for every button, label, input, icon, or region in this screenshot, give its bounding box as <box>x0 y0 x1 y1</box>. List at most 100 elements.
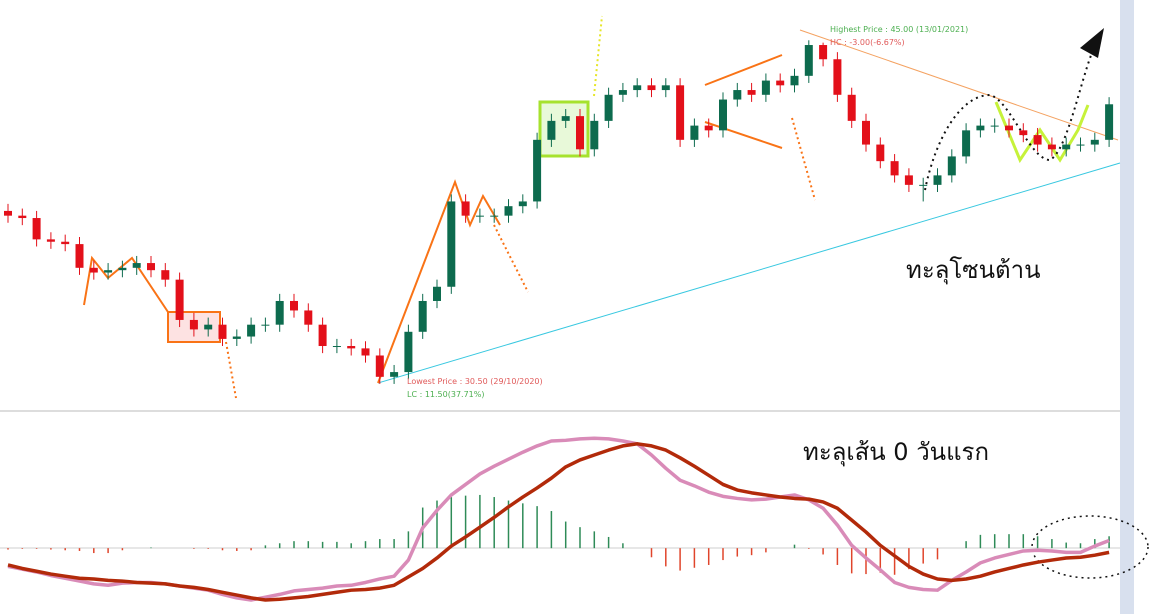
candle-body <box>833 59 842 95</box>
candle-body <box>261 324 270 326</box>
candle-body <box>761 80 770 95</box>
candle-body <box>332 346 341 348</box>
pattern <box>83 255 169 313</box>
candle-body <box>204 324 213 330</box>
candle-body <box>990 125 999 127</box>
candle-body <box>4 210 12 216</box>
candle-body <box>390 372 399 377</box>
candle-body <box>490 215 499 217</box>
candle-body <box>933 175 942 185</box>
drawings <box>0 15 1149 579</box>
candle-body <box>147 263 155 271</box>
candle-body <box>218 324 227 339</box>
annotation: LC : 11.50(37.71%) <box>407 390 484 399</box>
annotation: Lowest Price : 30.50 (29/10/2020) <box>407 377 543 386</box>
highlight-ellipse <box>1031 515 1149 579</box>
candle-body <box>361 348 370 356</box>
candle-body <box>375 355 384 377</box>
macd-line <box>7 442 1110 602</box>
candle-body <box>962 130 971 157</box>
candle-body <box>404 331 413 373</box>
candle-body <box>418 300 427 332</box>
candle-body <box>690 125 699 140</box>
candle-body <box>533 139 542 202</box>
candle-body <box>1105 104 1114 140</box>
annotation: HC : -3.00(-6.67%) <box>830 38 905 47</box>
candle-body <box>18 215 27 219</box>
candle-body <box>475 215 484 217</box>
candle-body <box>1005 125 1013 131</box>
candle-body <box>647 85 656 91</box>
target-line <box>791 117 816 201</box>
candle-body <box>247 324 256 337</box>
candle-body <box>676 85 685 140</box>
pattern <box>377 179 501 384</box>
pattern <box>704 121 783 149</box>
support-line <box>377 162 1121 384</box>
candle-body <box>733 90 742 100</box>
candle-body <box>704 125 713 131</box>
candle-body <box>590 120 599 150</box>
candle-body <box>790 75 799 86</box>
resistance-line <box>799 29 1119 141</box>
scroll-strip <box>1120 0 1134 614</box>
candle-body <box>290 300 298 311</box>
candle-body <box>504 206 513 216</box>
candle-body <box>804 45 813 76</box>
candle-body <box>719 99 727 131</box>
candle-body <box>547 120 556 140</box>
annotation: ทะลุโซนต้าน <box>906 256 1040 285</box>
candle-body <box>661 85 670 91</box>
candle-body <box>275 300 284 325</box>
annotation: ทะลุเส้น 0 วันแรก <box>803 438 989 467</box>
candle-body <box>947 156 956 176</box>
candle-body <box>1090 139 1099 145</box>
target-line <box>593 15 603 97</box>
projection-arrow <box>924 44 1096 191</box>
candle-body <box>89 267 98 273</box>
candle-body <box>118 267 127 271</box>
candle-body <box>847 94 856 121</box>
annotation: Highest Price : 45.00 (13/01/2021) <box>830 25 968 34</box>
candle-body <box>576 116 584 150</box>
candle-body <box>46 239 55 242</box>
candle-body <box>747 90 756 95</box>
target-line <box>225 341 237 399</box>
candle-body <box>61 241 70 245</box>
candle-body <box>1033 135 1042 145</box>
candle-body <box>461 201 470 216</box>
candle-body <box>776 80 785 86</box>
candle-body <box>1062 144 1071 150</box>
candle-body <box>104 270 113 273</box>
candle-body <box>604 94 613 121</box>
candle-body <box>232 336 241 339</box>
candle-body <box>890 161 899 176</box>
candle-body <box>75 244 84 268</box>
candle-body <box>904 175 913 185</box>
candle-body <box>1047 144 1056 150</box>
candle-body <box>862 120 870 145</box>
candle-body <box>819 45 828 60</box>
candle-body <box>633 85 642 91</box>
candle-body <box>976 125 985 131</box>
target-line <box>493 224 529 293</box>
candle-body <box>189 319 198 330</box>
candle-body <box>304 310 313 325</box>
candle-body <box>132 263 141 268</box>
pattern <box>994 101 1090 164</box>
candle-body <box>175 279 184 320</box>
candle-body <box>518 201 527 207</box>
candle-body <box>1076 144 1085 146</box>
candle-body <box>318 324 327 347</box>
candle-body <box>161 270 170 280</box>
candle-body <box>433 286 441 301</box>
candle-body <box>447 201 456 287</box>
candle-body <box>1019 130 1028 136</box>
pattern <box>704 54 783 86</box>
candle-body <box>32 218 41 240</box>
arrow-head <box>1080 28 1104 58</box>
candle-body <box>347 346 356 349</box>
candle-body <box>561 116 570 121</box>
